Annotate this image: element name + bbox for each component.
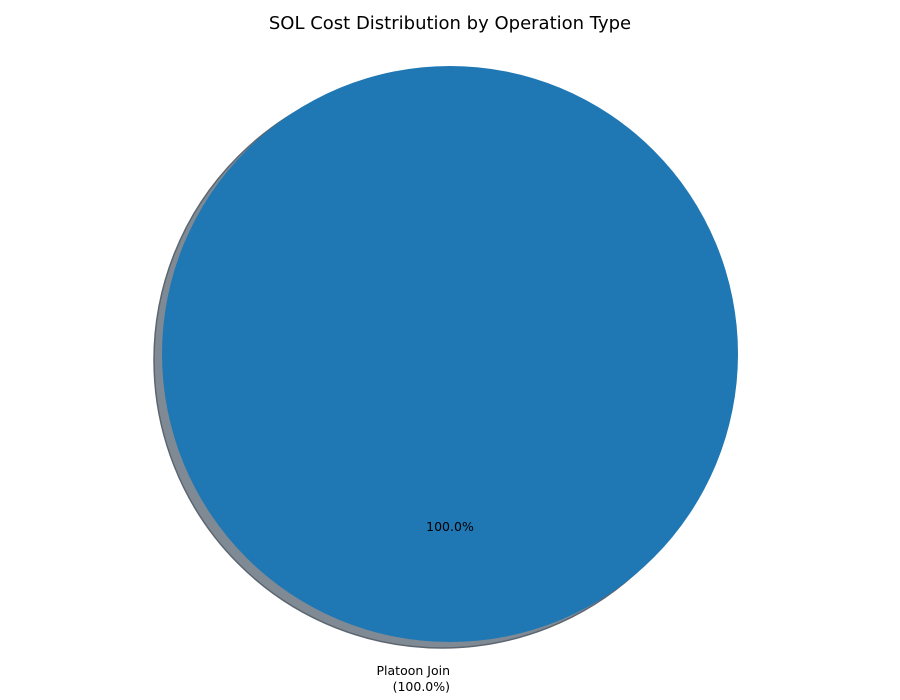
slice-name: Platoon Join: [377, 663, 451, 678]
slice-name-percent: (100.0%): [393, 679, 450, 694]
slice-percent-label: 100.0%: [426, 519, 474, 534]
pie-slice: [162, 66, 738, 642]
chart-title: SOL Cost Distribution by Operation Type: [269, 13, 631, 34]
pie-slices: [153, 66, 738, 649]
slice-name-label: Platoon Join (100.0%): [377, 663, 451, 694]
pie-labels: 100.0% Platoon Join (100.0%): [377, 519, 474, 694]
